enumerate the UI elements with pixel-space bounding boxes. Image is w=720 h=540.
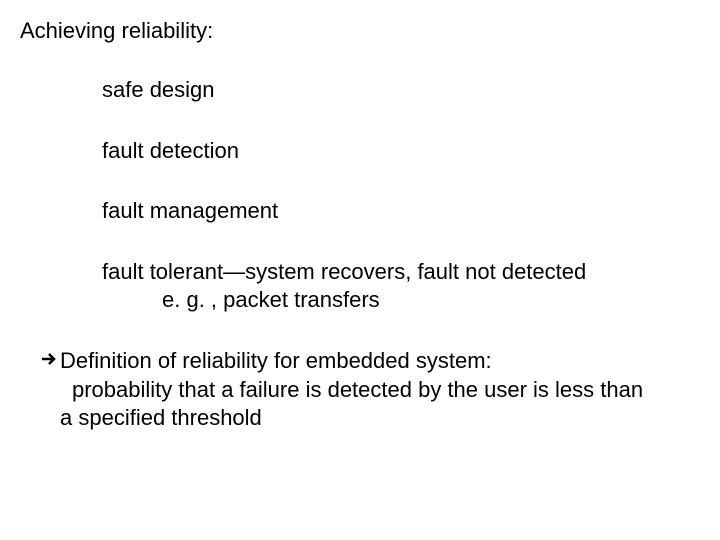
definition-line-3: a specified threshold (60, 404, 700, 433)
bullet-fault-management: fault management (102, 197, 700, 226)
slide-title: Achieving reliability: (20, 18, 700, 44)
arrow-right-icon (40, 347, 60, 376)
definition-line-2: probability that a failure is detected b… (72, 376, 700, 405)
slide: Achieving reliability: safe design fault… (0, 0, 720, 540)
definition-line-1: Definition of reliability for embedded s… (40, 347, 700, 376)
bullet-safe-design: safe design (102, 76, 700, 105)
bullet-fault-tolerant: fault tolerant—system recovers, fault no… (102, 258, 700, 315)
bullet-fault-detection: fault detection (102, 137, 700, 166)
definition-block: Definition of reliability for embedded s… (40, 347, 700, 433)
bullet-text: fault tolerant—system recovers, fault no… (102, 259, 586, 284)
bullet-subtext: e. g. , packet transfers (162, 287, 380, 312)
definition-text-1: Definition of reliability for embedded s… (60, 347, 492, 376)
